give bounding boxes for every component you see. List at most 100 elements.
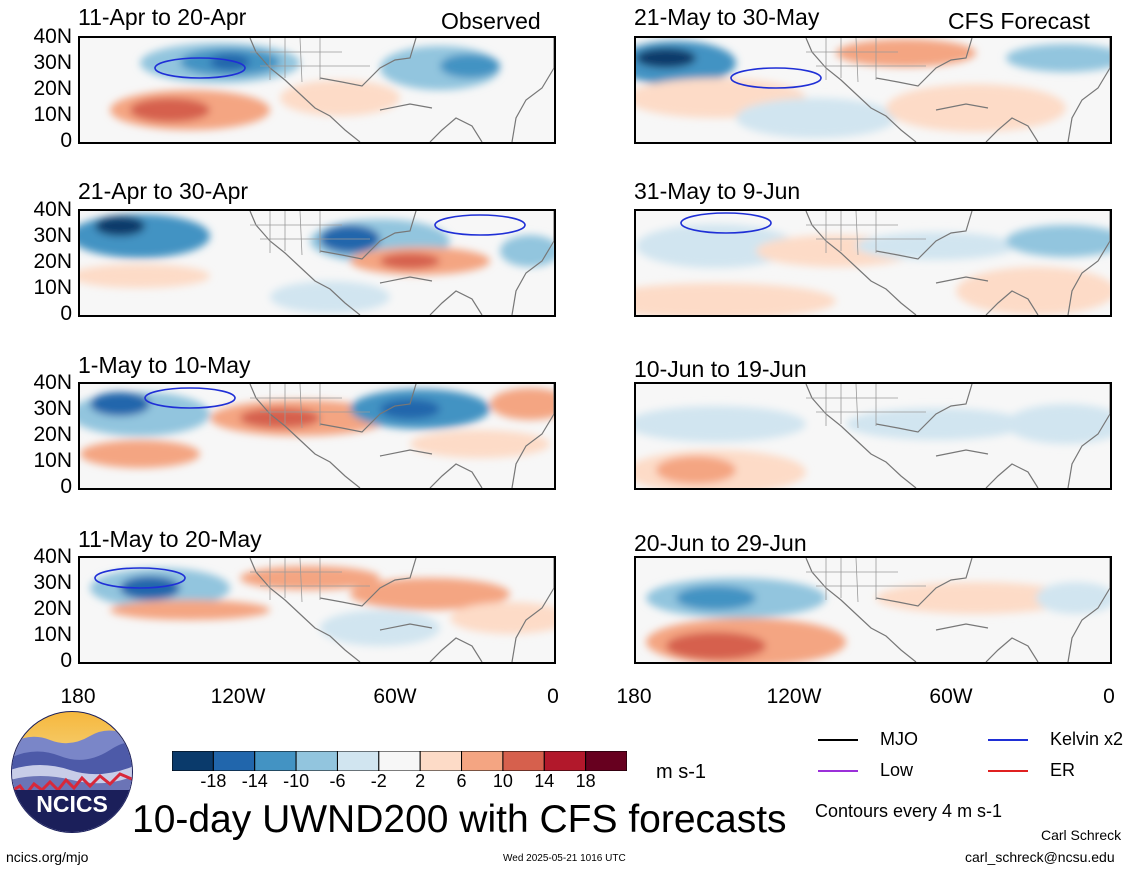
anomaly-blob [636,283,836,315]
colorbar-bin [171,750,214,772]
colorbar-bin [461,750,504,772]
panel-title-4: 11-May to 20-May [78,526,262,552]
y-tick-label: 30N [33,51,72,74]
main-title: 10-day UWND200 with CFS forecasts [132,798,787,841]
anomaly-blob [380,399,440,419]
state-borders [250,558,370,603]
anomaly-blob [270,281,390,313]
anomaly-blob [846,408,1026,440]
coastline [249,211,554,315]
legend-label: Kelvin x2 [1050,729,1124,749]
anomaly-blob [656,456,736,484]
x-tick-left-120w: 120W [210,685,266,708]
anomaly-blob [500,235,554,267]
x-tick-left-60w: 60W [373,685,417,708]
kelvin-contour [730,67,822,89]
legend-label: Low [880,760,914,780]
map-panel-2 [78,209,556,317]
map-panel-3 [78,382,556,490]
coastline [805,558,1110,662]
anomaly-blob [280,80,400,116]
colorbar-tick: -14 [241,771,268,791]
y-tick-label: 30N [33,397,72,420]
anomaly-blob [886,84,1066,132]
y-tick-label: 30N [33,224,72,247]
legend-line [818,739,858,741]
colorbar [171,750,628,772]
colorbar-tick: -6 [329,771,346,791]
coastline [249,384,554,488]
anomaly-blob [636,224,796,268]
anomaly-blob [240,408,320,428]
anomaly-blob [90,392,150,416]
y-tick-label: 20N [33,597,72,620]
legend-label: ER [1050,760,1076,780]
y-tick-label: 40N [33,371,72,394]
y-tick-label: 0 [60,129,72,152]
y-tick-label: 0 [60,302,72,325]
legend-line [988,770,1028,772]
logo-text: NCICS [36,791,108,817]
anomaly-field [636,39,1110,138]
anomaly-blob [1006,225,1110,257]
anomaly-blob [80,264,210,288]
x-tick-right-0: 0 [1103,685,1115,708]
anomaly-blob [350,578,510,610]
anomaly-blob [130,98,210,122]
kelvin-contour [680,212,772,234]
anomaly-blob [410,430,550,458]
panel-title-5: 21-May to 30-May [634,4,820,30]
anomaly-field [636,404,1110,488]
anomaly-blob [836,39,976,67]
state-borders [250,38,370,83]
y-tick-label: 20N [33,423,72,446]
colorbar-bin [212,750,256,772]
coastline [249,38,554,142]
colorbar-tick: 2 [415,771,426,791]
anomaly-blob [956,267,1110,315]
colorbar-bin [295,750,338,772]
colorbar-bin [378,750,421,772]
y-tick-label: 10N [33,276,72,299]
y-tick-label: 10N [33,449,72,472]
contour-note: Contours every 4 m s-1 [815,801,1003,821]
y-tick-label: 40N [33,545,72,568]
author-email: carl_schreck@ncsu.edu [965,849,1115,865]
anomaly-blob [95,216,145,236]
colorbar-tick: 6 [456,771,467,791]
y-tick-label: 10N [33,103,72,126]
x-tick-right-180: 180 [616,685,652,708]
anomaly-blob [636,48,696,68]
state-borders [806,211,926,256]
y-tick-label: 0 [60,649,72,672]
colorbar-bin [502,750,545,772]
map-panel-4 [78,556,556,664]
anomaly-blob [380,253,440,269]
x-tick-right-60w: 60W [929,685,973,708]
colorbar-bin [419,750,463,772]
panel-title-1: 11-Apr to 20-Apr [78,4,247,30]
anomaly-blob [1006,44,1110,72]
anomaly-blob [110,600,270,620]
kelvin-contour [144,387,236,409]
anomaly-blob [1006,404,1110,444]
panel-title-3: 1-May to 10-May [78,352,251,378]
anomaly-blob [1036,582,1110,614]
state-borders [250,384,370,429]
kelvin-contour [154,57,246,79]
anomaly-field [646,578,1110,662]
y-tick-label: 40N [33,25,72,48]
colorbar-bin [336,750,380,772]
y-tick-label: 40N [33,198,72,221]
units-label: m s-1 [656,761,706,783]
anomaly-blob [320,610,440,646]
colorbar-tick: 18 [575,771,596,791]
panel-title-7: 10-Jun to 19-Jun [634,356,807,382]
map-panel-1 [78,36,556,144]
author-name: Carl Schreck [1041,827,1122,843]
colorbar-bin [543,750,587,772]
anomaly-blob [666,632,766,660]
x-tick-left-0: 0 [547,685,559,708]
anomaly-field [90,566,554,646]
legend-label: MJO [880,729,918,749]
